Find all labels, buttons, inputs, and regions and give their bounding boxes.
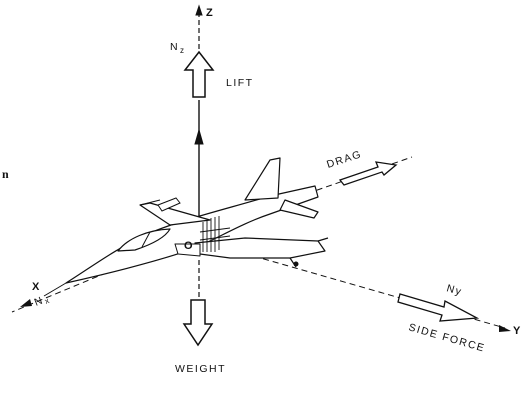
ny-label: Ny: [445, 282, 464, 298]
weight-label: WEIGHT: [175, 363, 226, 375]
aircraft-hatching: [199, 216, 231, 252]
aircraft-missile: [157, 197, 181, 212]
nz-arrowhead: [194, 128, 204, 145]
side-force-label: SIDE FORCE: [407, 321, 486, 354]
aircraft-wing: [194, 237, 326, 259]
lift-label: LIFT: [226, 77, 254, 89]
y-axis-label: Y: [513, 325, 521, 337]
drag-label: DRAG: [325, 148, 363, 171]
nz-label: N: [170, 41, 179, 53]
aircraft-canopy: [117, 228, 171, 252]
x-axis-label: X: [32, 281, 40, 293]
weight-arrow: [182, 299, 214, 347]
nx-subscript: x: [43, 295, 51, 305]
margin-character: n: [2, 167, 9, 181]
aircraft: [43, 157, 329, 297]
side-force-arrow: [397, 293, 480, 322]
drag-arrow: [338, 161, 398, 186]
y-axis-arrowhead: [499, 325, 511, 332]
origin-label: O: [184, 240, 193, 252]
z-axis-arrowhead: [195, 4, 203, 16]
aircraft-stabilizer: [279, 199, 319, 219]
nx-label: N: [33, 294, 46, 309]
nz-subscript: z: [180, 46, 186, 55]
z-axis-label: Z: [206, 7, 213, 19]
lift-arrow: [183, 50, 215, 98]
aircraft-tail-fin: [244, 157, 281, 201]
x-axis-arrowhead: [20, 299, 32, 307]
aircraft-fuselage: [65, 185, 319, 284]
